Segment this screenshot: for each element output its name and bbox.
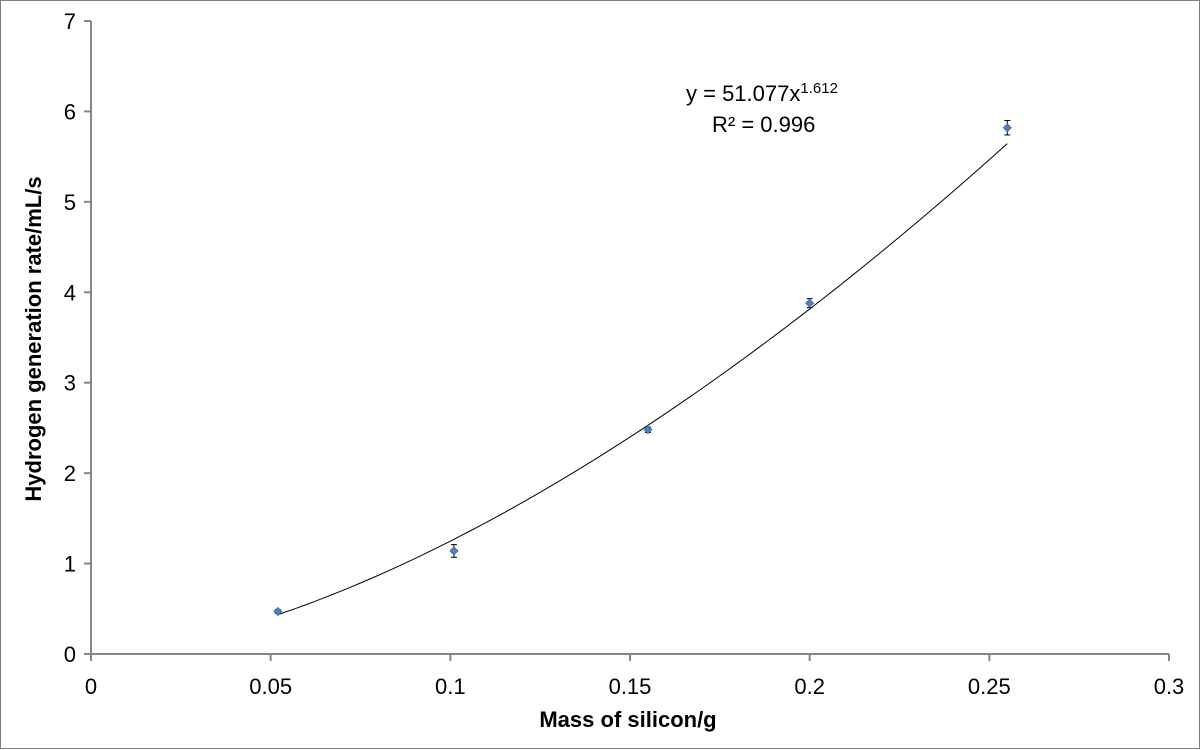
diamond-marker	[643, 425, 653, 435]
y-tick-label: 7	[64, 9, 76, 34]
y-tick-label: 5	[64, 190, 76, 215]
r-squared-label: R² = 0.996	[712, 112, 815, 137]
y-tick-label: 4	[64, 280, 76, 305]
data-series	[273, 119, 1012, 617]
y-tick-label: 6	[64, 99, 76, 124]
x-tick-label: 0.2	[794, 674, 825, 699]
y-tick-label: 0	[64, 642, 76, 667]
tick-labels: 0 1 2 3 4 5 6 7 0 0.05 0.1 0.15 0.2 0.25 0.3	[64, 9, 1185, 699]
x-tick-label: 0.15	[609, 674, 652, 699]
diamond-marker	[449, 546, 459, 556]
diamond-marker	[805, 298, 815, 308]
power-trendline	[277, 143, 1008, 616]
diamond-marker	[1002, 123, 1012, 133]
data-point	[643, 425, 653, 435]
data-point	[449, 544, 459, 558]
x-tick-label: 0.1	[435, 674, 466, 699]
trendline-equation: y = 51.077x1.612	[686, 80, 838, 106]
y-tick-label: 1	[64, 552, 76, 577]
x-axis-title: Mass of silicon/g	[539, 707, 716, 732]
x-tick-label: 0	[85, 674, 97, 699]
data-point	[1002, 119, 1012, 136]
y-axis-title: Hydrogen generation rate/mL/s	[21, 176, 46, 501]
y-tick-label: 2	[64, 461, 76, 486]
x-tick-label: 0.3	[1154, 674, 1185, 699]
data-point	[805, 298, 815, 309]
y-tick-label: 3	[64, 371, 76, 396]
x-tick-label: 0.25	[968, 674, 1011, 699]
data-point	[273, 606, 283, 617]
diamond-marker	[273, 606, 283, 617]
axes	[84, 20, 1170, 661]
x-tick-label: 0.05	[249, 674, 292, 699]
